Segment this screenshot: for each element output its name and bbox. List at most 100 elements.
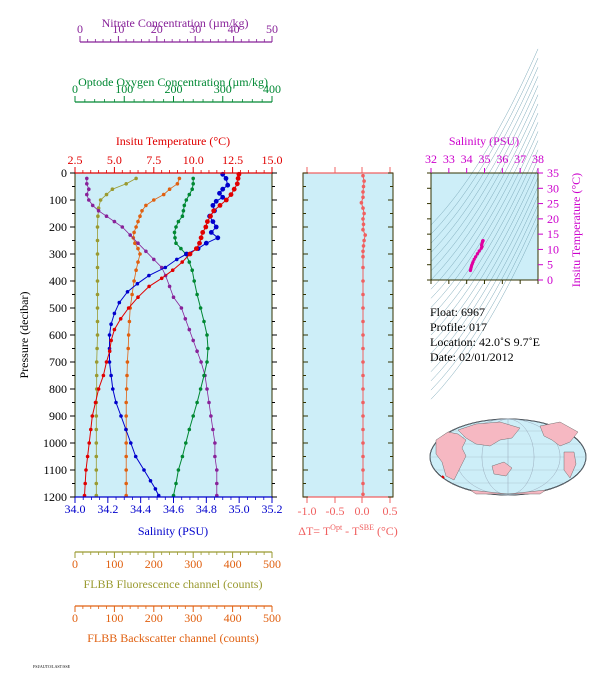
fluorescence-tick-label: 0 <box>72 557 78 571</box>
temperature-point <box>93 400 98 405</box>
salinity-tick-label: 35.0 <box>229 502 250 516</box>
info-profile: Profile: 017 <box>430 320 487 334</box>
isopycnal-curve <box>430 222 539 400</box>
temperature-tick-label: 10.0 <box>183 153 204 167</box>
salinity-point <box>220 194 226 200</box>
salinity-point <box>107 333 112 337</box>
delta-point <box>361 360 365 364</box>
float-info: Float: 6967 Profile: 017 Location: 42.0˚… <box>430 305 540 364</box>
delta-point <box>361 206 365 210</box>
salinity-point <box>217 190 222 196</box>
ts-salinity-tick-label: 34 <box>461 152 473 166</box>
delta-point <box>361 222 366 227</box>
delta-tick-label: -0.5 <box>326 504 345 518</box>
temperature-point <box>228 192 234 198</box>
fluorescence-point <box>124 182 128 186</box>
footer-code: FSI/AUTO/LAST/SSE <box>33 664 71 669</box>
nitrate-tick-label: 30 <box>189 22 201 36</box>
backscatter-point <box>124 468 128 472</box>
oxygen-point <box>191 414 195 418</box>
oxygen-point <box>191 182 195 186</box>
delta-point <box>361 373 365 378</box>
delta-point <box>362 238 366 243</box>
temperature-point <box>87 441 91 445</box>
nitrate-point <box>144 249 148 254</box>
backscatter-point <box>124 414 128 418</box>
isopycnal-curve <box>430 85 539 262</box>
ts-salinity-tick-label: 36 <box>496 152 508 166</box>
backscatter-line <box>125 178 180 496</box>
nitrate-point <box>96 209 101 213</box>
delta-series <box>359 173 368 497</box>
backscatter-point <box>125 360 130 364</box>
salinity-ticks: 34.0 34.2 34.4 34.6 34.8 35.0 35.2 <box>65 496 283 516</box>
temperature-point <box>118 317 123 321</box>
oxygen-point <box>205 360 209 364</box>
temperature-point <box>211 208 217 214</box>
salinity-point <box>153 487 158 491</box>
temperature-point <box>147 284 151 289</box>
temperature-point <box>85 454 90 459</box>
backscatter-tick-label: 300 <box>184 611 202 625</box>
delta-point <box>361 292 365 297</box>
temperature-point <box>112 327 117 332</box>
isopycnal-curve <box>430 76 539 253</box>
fluorescence-point <box>95 292 100 297</box>
fluorescence-point <box>95 252 100 256</box>
map-land <box>435 421 579 495</box>
nitrate-point <box>199 360 203 364</box>
oxygen-line <box>173 178 209 496</box>
temperature-point <box>198 235 204 241</box>
fluorescence-point <box>96 206 101 210</box>
ts-point <box>477 249 481 253</box>
nitrate-point <box>215 468 219 472</box>
nitrate-ticks: 0 10 20 30 40 50 <box>77 22 278 43</box>
delta-point <box>361 387 365 391</box>
fluorescence-point <box>98 198 103 202</box>
temperature-point <box>96 387 101 391</box>
pressure-tick-label: 600 <box>49 328 67 342</box>
salinity-tick-label: 34.4 <box>130 502 151 516</box>
temperature-point <box>197 240 202 246</box>
backscatter-point <box>124 441 128 445</box>
delta-point <box>361 468 365 472</box>
salinity-point <box>208 230 214 235</box>
isopycnal-curve <box>430 167 539 345</box>
land-africa-europe <box>435 431 467 481</box>
land-north-america <box>539 421 579 447</box>
salinity-point <box>119 414 123 418</box>
temperature-point <box>200 230 206 235</box>
salinity-point <box>175 257 179 262</box>
nitrate-point <box>209 414 213 418</box>
oxygen-point <box>174 225 178 229</box>
backscatter-point <box>177 176 182 181</box>
oxygen-ticks: 0 100 200 300 400 <box>72 82 281 103</box>
ts-point <box>475 252 479 256</box>
fluorescence-point <box>94 427 99 432</box>
backscatter-tick-label: 400 <box>224 611 242 625</box>
delta-point <box>361 333 365 337</box>
oxygen-point <box>187 192 192 197</box>
oxygen-point <box>182 203 187 208</box>
delta-tick-label: 0.5 <box>383 504 398 518</box>
world-map <box>429 418 587 496</box>
nitrate-point <box>112 219 117 224</box>
temperature-point <box>187 251 193 257</box>
pressure-ticks: 0 100 200 300 400 500 600 700 800 900 1000 1100 1200 <box>43 166 277 504</box>
oxygen-tick-label: 200 <box>165 82 183 96</box>
delta-point <box>361 481 365 486</box>
salinity-point <box>210 203 216 208</box>
pressure-axis-label: Pressure (decibar) <box>17 292 31 379</box>
nitrate-point <box>85 192 89 197</box>
backscatter-point <box>132 279 136 283</box>
map-float-track <box>441 475 445 479</box>
nitrate-tick-label: 10 <box>112 22 124 36</box>
backscatter-point <box>126 346 130 351</box>
oxygen-tick-label: 300 <box>214 82 232 96</box>
isopycnal-curve <box>430 195 539 372</box>
temperature-axis-label: Insitu Temperature (°C) <box>116 134 230 148</box>
fluorescence-point <box>96 214 100 218</box>
nitrate-point <box>205 387 209 391</box>
salinity-tick-label: 34.6 <box>163 502 184 516</box>
land-antarctica <box>469 489 547 495</box>
